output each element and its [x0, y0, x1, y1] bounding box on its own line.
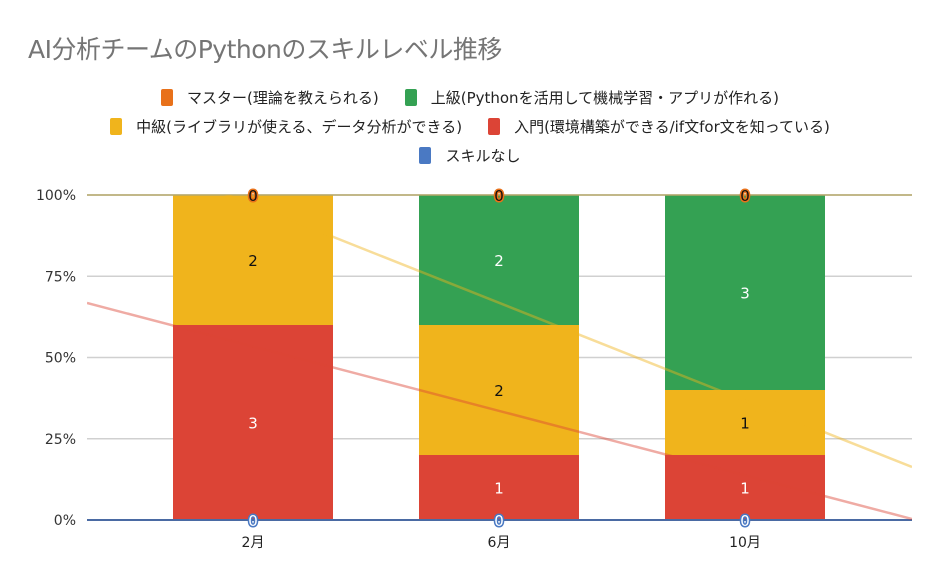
legend-item-beginner[interactable]: 入門(環境構築ができる/if文for文を知っている) [488, 116, 830, 137]
data-label: 1 [740, 480, 750, 498]
legend-item-master[interactable]: マスター(理論を教えられる) [161, 87, 379, 108]
legend-swatch [110, 118, 123, 135]
legend-item-none[interactable]: スキルなし [419, 145, 521, 166]
legend-label: 入門(環境構築ができる/if文for文を知っている) [514, 118, 830, 136]
data-label: 1 [740, 415, 750, 433]
legend-item-advanced[interactable]: 上級(Pythonを活用して機械学習・アプリが作れる) [404, 87, 779, 108]
y-tick-label: 25% [45, 432, 76, 448]
y-tick-label: 75% [45, 269, 76, 285]
legend-swatch [488, 118, 501, 135]
x-tick-label: 2月 [242, 535, 265, 551]
data-label: 2 [248, 252, 258, 270]
zero-data-label: 0 [494, 187, 504, 205]
x-tick-label: 6月 [488, 535, 511, 551]
legend-label: 上級(Pythonを活用して機械学習・アプリが作れる) [430, 89, 779, 107]
data-label: 2 [494, 252, 504, 270]
bar-segment [665, 195, 825, 390]
y-tick-label: 100% [36, 188, 76, 204]
data-label: 2 [494, 382, 504, 400]
bar-segment [419, 195, 579, 325]
data-label: 1 [494, 480, 504, 498]
y-tick-label: 0% [54, 513, 76, 529]
zero-data-label: 0 [494, 512, 504, 530]
legend-row-3: スキルなし [0, 145, 940, 166]
bar-segment [665, 455, 825, 520]
legend-label: 中級(ライブラリが使える、データ分析ができる) [136, 118, 463, 136]
data-label: 3 [248, 415, 258, 433]
zero-data-label: 0 [740, 187, 750, 205]
zero-data-label: 0 [740, 512, 750, 530]
trendline [87, 301, 912, 520]
legend-swatch [404, 89, 417, 106]
chart-title: AI分析チームのPythonのスキルレベル推移 [28, 35, 502, 64]
zero-data-label: 0 [248, 512, 258, 530]
legend-row-1: マスター(理論を教えられる) 上級(Pythonを活用して機械学習・アプリが作れ… [0, 87, 940, 108]
bar-segment [173, 325, 333, 520]
x-tick-label: 10月 [729, 535, 761, 551]
bar-segment [173, 195, 333, 325]
zero-data-label: 0 [248, 187, 258, 205]
legend-label: スキルなし [445, 147, 521, 165]
bar-segment [665, 390, 825, 455]
data-label: 3 [740, 285, 750, 303]
legend-row-2: 中級(ライブラリが使える、データ分析ができる) 入門(環境構築ができる/if文f… [0, 116, 940, 137]
bar-segment [419, 325, 579, 455]
legend-label: マスター(理論を教えられる) [187, 89, 379, 107]
bar-segment [419, 455, 579, 520]
trendline [224, 195, 912, 469]
legend-swatch [419, 147, 432, 164]
y-tick-label: 50% [45, 351, 76, 367]
legend-item-intermediate[interactable]: 中級(ライブラリが使える、データ分析ができる) [110, 116, 462, 137]
legend-swatch [161, 89, 173, 106]
